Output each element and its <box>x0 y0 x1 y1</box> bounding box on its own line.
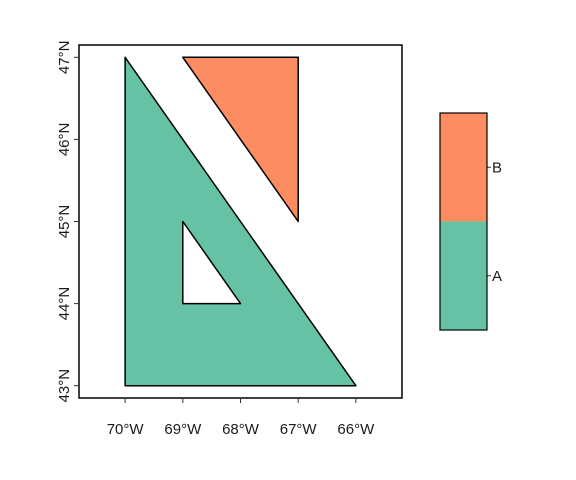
x-tick-label: 67°W <box>280 421 318 438</box>
plot-area <box>78 44 403 399</box>
y-tick-label: 46°N <box>56 123 73 157</box>
x-axis: 70°W 69°W 68°W 67°W 66°W <box>107 398 375 438</box>
polygon-a <box>124 56 357 387</box>
polygon-b <box>182 56 299 223</box>
x-tick-label: 68°W <box>222 421 260 438</box>
legend-label-b: B <box>492 159 502 176</box>
x-tick-label: 69°W <box>164 421 202 438</box>
legend-frame <box>439 112 488 331</box>
y-tick-label: 43°N <box>56 369 73 403</box>
legend-swatch-b <box>440 113 487 222</box>
y-tick-label: 44°N <box>56 287 73 321</box>
x-tick-label: 70°W <box>107 421 145 438</box>
legend-label-a: A <box>492 268 502 285</box>
y-axis: 43°N 44°N 45°N 46°N 47°N <box>56 41 79 403</box>
x-tick-label: 66°W <box>337 421 375 438</box>
legend-swatch-a <box>440 221 487 330</box>
legend: AB <box>439 112 502 331</box>
y-tick-label: 47°N <box>56 41 73 75</box>
y-tick-label: 45°N <box>56 205 73 239</box>
